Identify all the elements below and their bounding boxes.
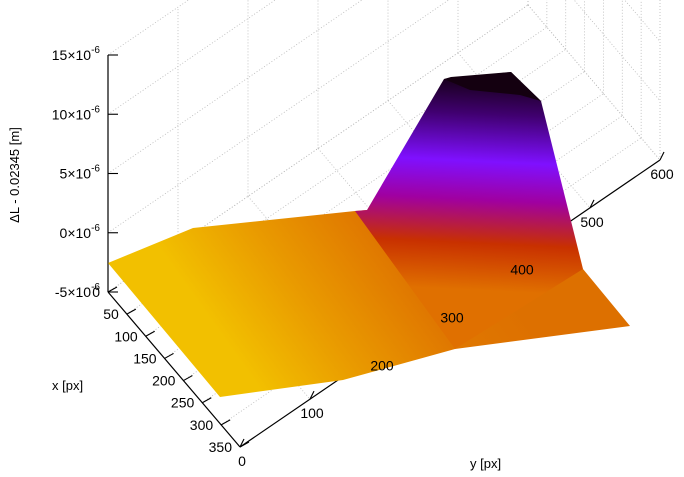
- x-tick-label: 300: [190, 417, 214, 433]
- y-gridline-base: [527, 4, 661, 161]
- y-tick-label: 300: [440, 310, 464, 326]
- x-tick-label: 50: [103, 306, 119, 322]
- x-tick: [220, 419, 231, 426]
- y-tick: [309, 390, 315, 400]
- y-tick: [239, 438, 245, 448]
- z-gridline-side: [624, 0, 661, 42]
- y-tick-label: 500: [580, 214, 604, 230]
- z-axis-label: ΔL - 0.02345 [m]: [7, 127, 22, 223]
- surface: [108, 72, 630, 397]
- x-axis-label: x [px]: [52, 378, 83, 393]
- y-tick-label: 0: [238, 453, 246, 469]
- y-tick-label: 100: [300, 405, 324, 421]
- x-tick: [164, 352, 174, 359]
- x-tick: [239, 441, 250, 448]
- x-tick-label: 350: [209, 439, 233, 455]
- z-tick-label: 15×10-6: [52, 45, 101, 63]
- y-tick-label: 400: [510, 262, 534, 278]
- x-tick: [107, 286, 118, 293]
- x-tick-label: 250: [171, 395, 195, 411]
- y-gridline-base: [317, 148, 451, 304]
- y-tick-label: 600: [650, 166, 674, 182]
- y-tick: [589, 199, 595, 209]
- x-tick: [126, 308, 137, 315]
- z-tick-label: 10×10-6: [52, 104, 101, 122]
- z-gridline-back: [107, 0, 450, 234]
- z-gridline-side: [573, 0, 661, 102]
- surface-peak-top: [444, 72, 541, 101]
- x-tick-label: 200: [152, 373, 176, 389]
- z-tick-label: -5×10-6: [55, 282, 101, 300]
- x-tick: [145, 330, 155, 337]
- z-tick-label: 0×10-6: [60, 223, 101, 241]
- surface-peak-region: [355, 72, 583, 349]
- y-gridline-base: [387, 100, 521, 256]
- z-gridline-back: [107, 0, 190, 56]
- x-tick: [202, 397, 212, 404]
- y-tick: [659, 151, 665, 161]
- x-axis-line: [107, 291, 241, 448]
- y-tick-label: 200: [370, 357, 394, 373]
- z-tick-label: 5×10-6: [60, 164, 101, 182]
- x-tick-label: 150: [133, 350, 157, 366]
- x-tick-label: 100: [114, 328, 138, 344]
- tick-labels: -5×10-60×10-65×10-610×10-615×10-60501001…: [52, 45, 674, 469]
- x-tick-label: 0: [92, 284, 100, 300]
- z-gridline-back: [107, 0, 363, 174]
- x-tick: [183, 375, 193, 382]
- y-axis-label: y [px]: [470, 456, 501, 471]
